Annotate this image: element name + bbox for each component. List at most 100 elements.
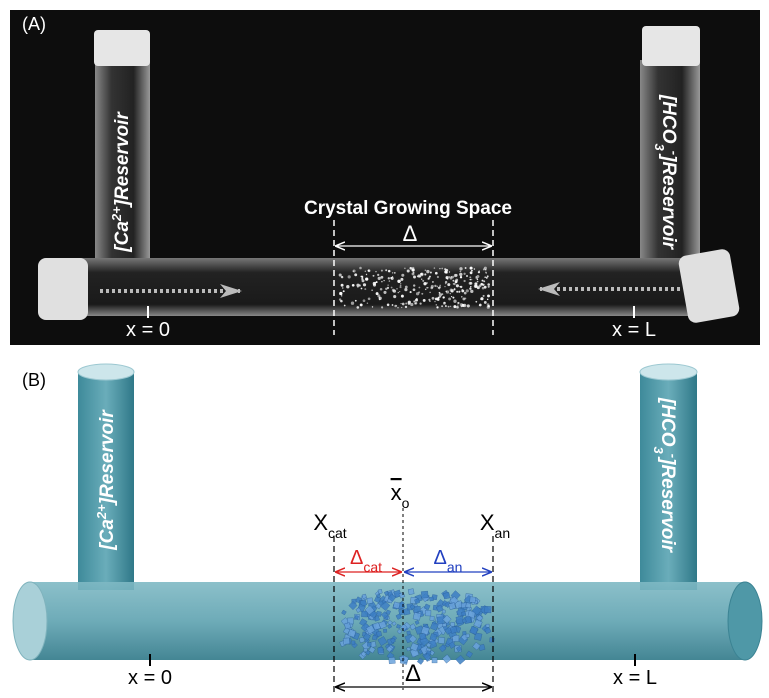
crystal <box>426 287 428 289</box>
crystal <box>487 294 490 297</box>
crystal <box>452 297 454 299</box>
crystal <box>464 297 466 299</box>
crystal <box>354 273 357 276</box>
text: 2+ <box>109 206 124 222</box>
crystal <box>465 267 467 269</box>
crystal <box>397 307 398 308</box>
crystal <box>475 283 476 284</box>
crystal <box>441 305 443 307</box>
crystal <box>359 284 361 286</box>
text: ]Reservoir <box>658 153 679 251</box>
crystal <box>344 305 346 307</box>
crystal <box>416 298 418 300</box>
crystal <box>387 284 388 285</box>
crystal <box>443 592 450 599</box>
tube-left-end <box>13 582 47 660</box>
crystal <box>367 302 368 303</box>
width-label: Δ <box>403 221 418 246</box>
crystal <box>484 267 487 270</box>
text: cat <box>328 525 347 541</box>
crystal <box>397 280 400 283</box>
crystal <box>360 303 363 306</box>
crystal <box>378 648 384 654</box>
left-column-top <box>78 364 134 380</box>
crystal <box>363 283 366 286</box>
crystal <box>465 603 471 609</box>
crystal <box>401 274 404 277</box>
crystal <box>364 648 368 652</box>
crystal <box>421 274 424 277</box>
crystal <box>445 305 447 307</box>
crystal <box>363 299 366 302</box>
crystal <box>355 615 359 619</box>
crystal <box>442 296 444 298</box>
crystal <box>419 302 421 304</box>
crystal <box>452 280 454 282</box>
crystal <box>470 597 476 603</box>
crystal <box>474 268 476 270</box>
crystal <box>361 288 363 290</box>
crystal <box>456 284 459 287</box>
crystal <box>341 284 344 287</box>
position-label: x = L <box>613 667 657 689</box>
crystal <box>368 297 371 300</box>
crystal <box>346 285 349 288</box>
crystal <box>362 276 363 277</box>
front-label: Xcat <box>313 510 346 541</box>
crystal <box>407 631 411 635</box>
crystal <box>434 301 435 302</box>
crystal <box>394 272 396 274</box>
crystal <box>485 606 492 613</box>
crystal <box>405 286 408 289</box>
text: an <box>447 559 463 575</box>
crystal <box>488 286 490 288</box>
crystal <box>413 276 416 279</box>
text: ]Reservoir <box>97 409 118 507</box>
position-label: x = 0 <box>128 667 172 689</box>
crystal <box>355 300 357 302</box>
crystal <box>448 276 450 278</box>
crystal <box>430 616 434 620</box>
crystal <box>463 280 465 282</box>
text: Δ <box>434 547 447 569</box>
left-cap <box>94 30 150 66</box>
text: [HCO <box>657 397 678 447</box>
crystal <box>467 304 470 307</box>
crystal <box>457 302 459 304</box>
crystal <box>460 276 462 278</box>
crystal <box>466 275 468 277</box>
right-column-top <box>640 364 697 380</box>
crystal <box>469 288 471 290</box>
crystal <box>464 292 467 295</box>
crystal <box>381 306 383 308</box>
crystal <box>451 289 454 292</box>
crystal <box>422 280 424 282</box>
crystal <box>364 288 366 290</box>
crystal <box>443 302 446 305</box>
crystal <box>359 267 362 270</box>
crystal <box>485 272 487 274</box>
crystal <box>439 285 441 287</box>
crystal <box>437 276 439 278</box>
crystal <box>423 299 426 302</box>
crystal <box>460 271 462 273</box>
text: X <box>313 510 328 535</box>
crystal <box>410 291 412 293</box>
crystal <box>484 286 487 289</box>
crystal <box>343 638 350 645</box>
crystal <box>444 286 445 287</box>
crystal <box>425 273 427 275</box>
crystal <box>356 306 359 309</box>
crystal <box>391 287 393 289</box>
crystal <box>401 295 404 298</box>
crystal <box>425 289 426 290</box>
text: 3 <box>653 143 668 151</box>
crystal <box>447 278 449 280</box>
crystal <box>418 287 420 289</box>
crystal <box>446 290 449 293</box>
text: 3 <box>652 446 667 454</box>
crystal <box>402 303 405 306</box>
crystal <box>450 306 451 307</box>
crystal <box>482 280 484 282</box>
text: Δ <box>350 547 363 569</box>
